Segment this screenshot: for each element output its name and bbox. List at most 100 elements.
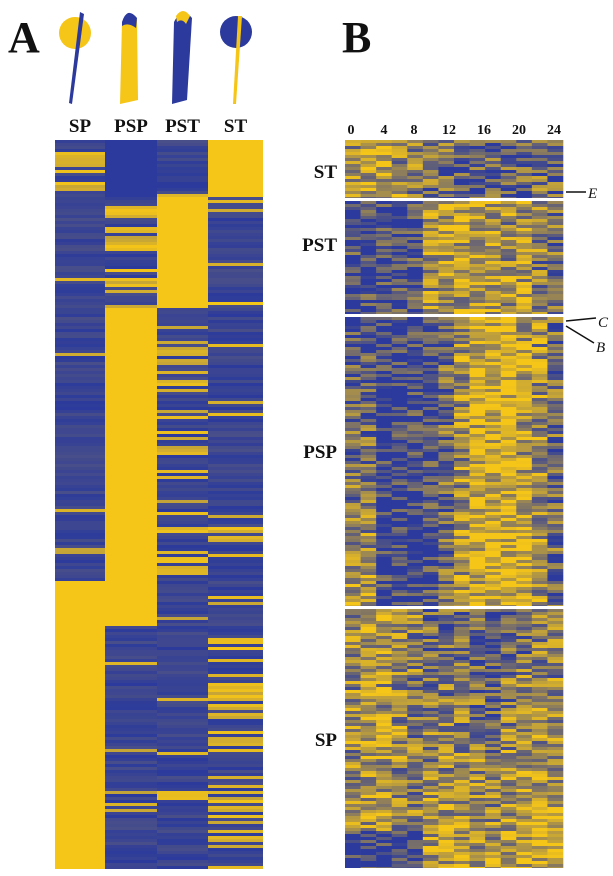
heatmap-cell xyxy=(157,593,208,596)
heatmap-cell xyxy=(105,770,157,773)
heatmap-cell xyxy=(516,609,532,612)
heatmap-cell xyxy=(532,867,548,868)
heatmap-cell xyxy=(392,377,408,380)
heatmap-cell xyxy=(392,687,408,690)
heatmap-cell xyxy=(470,530,486,533)
heatmap-cell xyxy=(501,431,517,434)
heatmap-cell xyxy=(345,840,361,843)
heatmap-cell xyxy=(501,684,517,687)
heatmap-cell xyxy=(361,527,377,530)
heatmap-cell xyxy=(361,197,377,198)
heatmap-cell xyxy=(392,365,408,368)
heatmap-cell xyxy=(55,419,105,422)
heatmap-cell xyxy=(376,279,392,282)
heatmap-cell xyxy=(516,185,532,188)
heatmap-cell xyxy=(376,675,392,678)
heatmap-cell xyxy=(345,173,361,176)
heatmap-cell xyxy=(345,276,361,279)
heatmap-cell xyxy=(361,377,377,380)
heatmap-cell xyxy=(407,855,423,858)
heatmap-cell xyxy=(532,467,548,470)
heatmap-cell xyxy=(438,840,454,843)
heatmap-cell xyxy=(157,710,208,713)
heatmap-cell xyxy=(376,386,392,389)
heatmap-cell xyxy=(423,443,439,446)
heatmap-cell xyxy=(361,332,377,335)
heatmap-cell xyxy=(345,437,361,440)
heatmap-cell xyxy=(208,746,263,749)
heatmap-cell xyxy=(407,738,423,741)
heatmap-cell xyxy=(547,243,563,246)
heatmap-cell xyxy=(157,431,208,434)
heatmap-cell xyxy=(407,837,423,840)
heatmap-cell xyxy=(516,320,532,323)
heatmap-cell xyxy=(501,569,517,572)
heatmap-cell xyxy=(208,329,263,332)
heatmap-cell xyxy=(470,684,486,687)
heatmap-cell xyxy=(392,714,408,717)
heatmap-cell xyxy=(376,437,392,440)
heatmap-cell xyxy=(501,362,517,365)
heatmap-cell xyxy=(454,443,470,446)
heatmap-cell xyxy=(345,861,361,864)
heatmap-cell xyxy=(454,569,470,572)
heatmap-cell xyxy=(532,584,548,587)
heatmap-cell xyxy=(345,210,361,213)
heatmap-cell xyxy=(157,692,208,695)
heatmap-cell xyxy=(407,398,423,401)
heatmap-cell xyxy=(438,191,454,194)
heatmap-cell xyxy=(454,482,470,485)
heatmap-cell xyxy=(423,699,439,702)
heatmap-cell xyxy=(470,563,486,566)
heatmap-cell xyxy=(361,473,377,476)
heatmap-cell xyxy=(532,714,548,717)
heatmap-cell xyxy=(470,858,486,861)
heatmap-cell xyxy=(501,801,517,804)
heatmap-cell xyxy=(208,179,263,182)
heatmap-cell xyxy=(157,356,208,359)
heatmap-cell xyxy=(55,506,105,509)
heatmap-cell xyxy=(423,530,439,533)
heatmap-cell xyxy=(454,864,470,867)
heatmap-cell xyxy=(470,605,486,606)
heatmap-cell xyxy=(532,768,548,771)
heatmap-cell xyxy=(547,246,563,249)
heatmap-cell xyxy=(345,560,361,563)
heatmap-cell xyxy=(547,672,563,675)
heatmap-cell xyxy=(105,383,157,386)
heatmap-cell xyxy=(438,855,454,858)
heatmap-cell xyxy=(438,288,454,291)
heatmap-cell xyxy=(423,783,439,786)
heatmap-cell xyxy=(407,140,423,143)
heatmap-cell xyxy=(547,185,563,188)
heatmap-cell xyxy=(208,485,263,488)
heatmap-cell xyxy=(345,521,361,524)
heatmap-cell xyxy=(438,792,454,795)
heatmap-cell xyxy=(376,515,392,518)
heatmap-cell xyxy=(547,467,563,470)
heatmap-cell xyxy=(501,401,517,404)
heatmap-cell xyxy=(438,228,454,231)
heatmap-cell xyxy=(438,828,454,831)
heatmap-cell xyxy=(105,470,157,473)
heatmap-cell xyxy=(392,219,408,222)
heatmap-cell xyxy=(361,627,377,630)
heatmap-cell xyxy=(438,503,454,506)
heatmap-cell xyxy=(345,374,361,377)
heatmap-cell xyxy=(55,677,105,680)
heatmap-cell xyxy=(423,753,439,756)
heatmap-cell xyxy=(501,503,517,506)
heatmap-cell xyxy=(438,428,454,431)
heatmap-cell xyxy=(157,314,208,317)
heatmap-cell xyxy=(361,362,377,365)
heatmap-cell xyxy=(470,467,486,470)
heatmap-cell xyxy=(438,675,454,678)
heatmap-cell xyxy=(454,240,470,243)
heatmap-cell xyxy=(470,795,486,798)
heatmap-cell xyxy=(208,563,263,566)
heatmap-cell xyxy=(516,404,532,407)
heatmap-cell xyxy=(470,639,486,642)
heatmap-cell xyxy=(55,524,105,527)
heatmap-cell xyxy=(376,264,392,267)
heatmap-cell xyxy=(105,251,157,254)
